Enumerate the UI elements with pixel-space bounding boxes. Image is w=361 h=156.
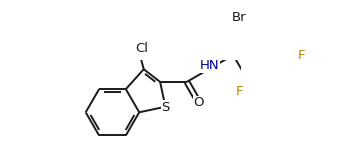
Text: O: O: [193, 96, 204, 109]
Text: HN: HN: [200, 59, 219, 72]
Text: Cl: Cl: [135, 42, 148, 55]
Text: F: F: [298, 49, 305, 62]
Text: S: S: [161, 101, 170, 114]
Text: F: F: [236, 85, 243, 98]
Text: Br: Br: [232, 11, 246, 24]
